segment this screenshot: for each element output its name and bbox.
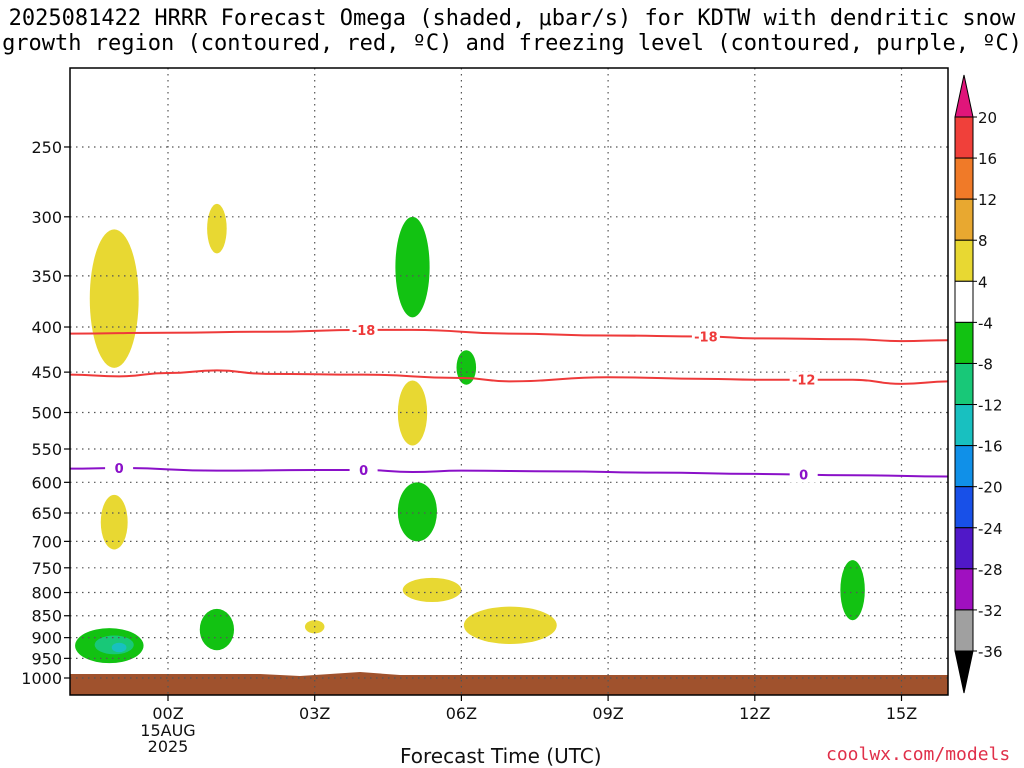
colorbar-label-3: 8 (978, 232, 988, 250)
colorbar-label-6: -8 (978, 355, 993, 373)
colorbar-label-9: -20 (978, 479, 1003, 497)
y-tick-label-950: 950 (31, 649, 62, 668)
y-tick-label-400: 400 (31, 318, 62, 337)
colorbar-label-1: 16 (978, 150, 997, 168)
title-line-2: growth region (contoured, red, ºC) and f… (2, 31, 1022, 56)
freezing-level-contour-label-1: 0 (359, 464, 368, 479)
dgz-contour-0-label-1: -18 (694, 330, 718, 345)
colorbar-label-7: -12 (978, 397, 1003, 415)
colorbar-label-11: -28 (978, 561, 1003, 579)
colorbar-box-8 (954, 445, 974, 488)
omega-blob-11 (840, 560, 865, 621)
x-tick-sublabel-1: 2025 (148, 737, 189, 756)
y-tick-label-500: 500 (31, 403, 62, 422)
axes: 250 300 350 400 450 500 550 600 650 700 750 800 850 9… (21, 67, 949, 756)
colorbar-label-13: -36 (978, 643, 1003, 661)
colorbar-box-5 (954, 321, 974, 364)
colorbar-bottom-arrow (954, 650, 974, 694)
y-tick-label-300: 300 (31, 208, 62, 227)
colorbar-box-4 (954, 280, 974, 323)
omega-blob-14 (111, 642, 127, 653)
contours: -18 -18 -12 0 0 0 (70, 321, 948, 484)
dgz-contour-1-line (70, 369, 948, 385)
colorbar-box-3 (954, 239, 974, 282)
y-tick-label-900: 900 (31, 629, 62, 648)
y-tick-label-350: 350 (31, 267, 62, 286)
x-tick-label-09Z: 09Z (592, 704, 623, 723)
colorbar-box-6 (954, 362, 974, 406)
terrain-fill (70, 672, 948, 695)
colorbar-box-7 (954, 404, 974, 447)
y-tick-label-550: 550 (31, 440, 62, 459)
colorbar-box-9 (954, 486, 974, 529)
colorbar-label-5: -4 (978, 314, 993, 332)
title-line-1: 2025081422 HRRR Forecast Omega (shaded, … (8, 6, 1016, 31)
colorbar-box-10 (954, 527, 974, 570)
dgz-contour-0-label-0: -18 (352, 324, 376, 339)
x-tick-sublabel-0: 15AUG (140, 721, 195, 740)
y-tick-label-600: 600 (31, 473, 62, 492)
colorbar-label-4: 4 (978, 273, 988, 291)
x-tick-label-15Z: 15Z (886, 704, 917, 723)
x-tick-label-00Z: 00Z (152, 704, 183, 723)
colorbar-box-1 (954, 157, 974, 200)
colorbar-label-2: 12 (978, 191, 997, 209)
colorbar-label-10: -24 (978, 520, 1003, 538)
colorbar-top-arrow (954, 74, 974, 118)
y-tick-label-750: 750 (31, 559, 62, 578)
dgz-contour-0-label-bg-0 (349, 321, 378, 338)
dgz-contour-0-line (70, 328, 948, 343)
dgz-contour-1-label-bg-0 (789, 371, 818, 388)
grid (70, 68, 948, 695)
freezing-level-contour-label-0: 0 (115, 462, 124, 477)
omega-blob-7 (395, 216, 430, 318)
y-tick-label-250: 250 (31, 138, 62, 157)
x-tick-label-03Z: 03Z (299, 704, 330, 723)
omega-blob-1 (207, 203, 227, 254)
dgz-contour-1-label-0: -12 (792, 374, 816, 389)
colorbar-box-11 (954, 568, 974, 611)
omega-blob-6 (463, 606, 557, 644)
freezing-level-contour-label-bg-1 (349, 462, 378, 479)
colorbar-label-12: -32 (978, 602, 1003, 620)
freezing-level-contour-line (70, 467, 948, 478)
y-tick-label-850: 850 (31, 607, 62, 626)
colorbar-box-2 (954, 198, 974, 241)
omega-blob-4 (402, 577, 462, 602)
omega-blob-0 (89, 229, 139, 368)
y-tick-label-1000: 1000 (21, 669, 62, 688)
freezing-level-contour-label-2: 0 (799, 469, 808, 484)
x-tick-label-12Z: 12Z (739, 704, 770, 723)
y-tick-label-650: 650 (31, 504, 62, 523)
plot-frame (69, 67, 949, 696)
omega-blob-8 (456, 350, 477, 385)
omega-blob-10 (199, 608, 235, 651)
y-tick-label-450: 450 (31, 363, 62, 382)
y-tick-label-700: 700 (31, 532, 62, 551)
omega-shading (75, 203, 865, 664)
colorbar-label-0: 20 (978, 109, 997, 127)
colorbar-box-12 (954, 609, 974, 652)
freezing-level-contour-label-bg-2 (789, 466, 818, 483)
dgz-contour-0-label-bg-1 (691, 328, 720, 345)
chart-title: 2025081422 HRRR Forecast Omega (shaded, … (0, 6, 1024, 56)
credit-link[interactable]: coolwx.com/models (826, 744, 1011, 765)
omega-blob-3 (100, 494, 128, 550)
colorbar-box-0 (954, 116, 974, 159)
colorbar: 20 16 12 8 4 -4 -8 -12 -16 -20 -24 -28 -32 -36 (954, 74, 1003, 694)
colorbar-label-8: -16 (978, 438, 1003, 456)
terrain-surface (70, 672, 948, 695)
omega-blob-9 (397, 482, 437, 542)
x-tick-label-06Z: 06Z (446, 704, 477, 723)
y-tick-label-800: 800 (31, 584, 62, 603)
x-axis-label: Forecast Time (UTC) (400, 744, 602, 768)
freezing-level-contour-label-bg-0 (105, 460, 134, 477)
